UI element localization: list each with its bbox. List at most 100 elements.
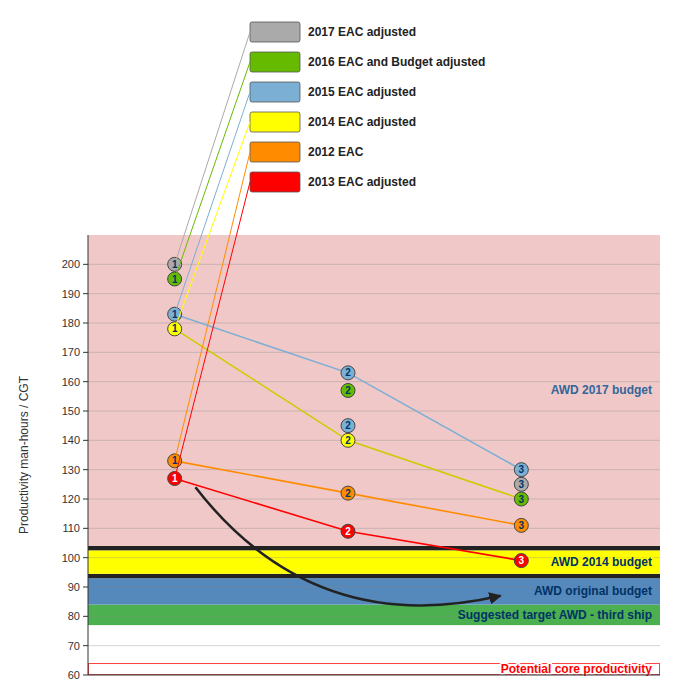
grid-line bbox=[88, 528, 660, 529]
series-line bbox=[175, 478, 522, 560]
legend: 2017 EAC adjusted 2016 EAC and Budget adj… bbox=[250, 22, 485, 192]
y-tick bbox=[83, 645, 88, 646]
y-tick bbox=[83, 440, 88, 441]
point-label: 2 bbox=[345, 420, 351, 431]
point bbox=[341, 433, 355, 447]
y-tick-label: 80 bbox=[68, 610, 80, 622]
band-label: Suggested target AWD - third ship bbox=[458, 608, 652, 622]
point bbox=[341, 419, 355, 433]
legend-connector bbox=[175, 62, 250, 279]
point-label: 1 bbox=[172, 473, 178, 484]
y-axis-line bbox=[88, 235, 89, 675]
series-line bbox=[175, 314, 522, 469]
band bbox=[88, 605, 660, 626]
y-tick-label: 120 bbox=[62, 493, 80, 505]
chart: 2017 EAC adjusted 2016 EAC and Budget adj… bbox=[0, 0, 680, 700]
point-label: 3 bbox=[519, 479, 525, 490]
point bbox=[341, 383, 355, 397]
y-tick-label: 70 bbox=[68, 640, 80, 652]
y-tick bbox=[83, 675, 88, 676]
y-tick-label: 160 bbox=[62, 376, 80, 388]
y-tick-label: 140 bbox=[62, 434, 80, 446]
legend-connector bbox=[175, 32, 250, 264]
point-label: 1 bbox=[172, 274, 178, 285]
legend-swatch bbox=[250, 52, 300, 72]
plot-area bbox=[88, 235, 660, 675]
grid-line bbox=[88, 645, 660, 646]
legend-swatch bbox=[250, 112, 300, 132]
band-labels: Potential core productivity Suggested tar… bbox=[458, 383, 653, 676]
band-label: Potential core productivity bbox=[501, 662, 653, 676]
x-axis-line bbox=[88, 675, 660, 676]
legend-label: 2014 EAC adjusted bbox=[308, 115, 416, 129]
legend-swatch bbox=[250, 22, 300, 42]
point bbox=[341, 366, 355, 380]
point bbox=[168, 272, 182, 286]
legend-swatch bbox=[250, 82, 300, 102]
y-tick bbox=[83, 352, 88, 353]
grid-line bbox=[88, 352, 660, 353]
legend-swatch bbox=[250, 172, 300, 192]
band bbox=[88, 546, 660, 550]
y-tick bbox=[83, 587, 88, 588]
y-tick bbox=[83, 557, 88, 558]
legend-connectors bbox=[175, 32, 250, 478]
legend-label: 2012 EAC bbox=[308, 145, 364, 159]
y-tick-label: 130 bbox=[62, 464, 80, 476]
y-tick bbox=[83, 616, 88, 617]
arrow bbox=[195, 487, 500, 605]
band-label: AWD original budget bbox=[534, 584, 652, 598]
y-tick bbox=[83, 528, 88, 529]
band bbox=[88, 625, 660, 663]
point-label: 2 bbox=[345, 488, 351, 499]
legend-label: 2013 EAC adjusted bbox=[308, 175, 416, 189]
grid-line bbox=[88, 675, 660, 676]
point-label: 2 bbox=[345, 385, 351, 396]
point-label: 3 bbox=[519, 555, 525, 566]
legend-connector bbox=[175, 92, 250, 314]
point-label: 1 bbox=[172, 309, 178, 320]
y-tick bbox=[83, 323, 88, 324]
y-tick bbox=[83, 381, 88, 382]
point bbox=[514, 492, 528, 506]
legend-swatch bbox=[250, 142, 300, 162]
point-label: 1 bbox=[172, 455, 178, 466]
point-label: 1 bbox=[172, 259, 178, 270]
grid-line bbox=[88, 411, 660, 412]
legend-label: 2017 EAC adjusted bbox=[308, 25, 416, 39]
y-tick-label: 100 bbox=[62, 552, 80, 564]
series-line bbox=[175, 461, 522, 526]
series-line bbox=[175, 329, 522, 499]
band bbox=[88, 574, 660, 578]
point-label: 2 bbox=[345, 526, 351, 537]
point-label: 1 bbox=[172, 323, 178, 334]
axes: 6070809010011012013014015016017018019020… bbox=[17, 235, 660, 681]
grid-line bbox=[88, 293, 660, 294]
band bbox=[88, 235, 660, 546]
point-labels: 13123122312123123 bbox=[172, 259, 525, 566]
y-tick-label: 190 bbox=[62, 288, 80, 300]
y-tick bbox=[83, 264, 88, 265]
grid-line bbox=[88, 440, 660, 441]
y-tick bbox=[83, 469, 88, 470]
points bbox=[168, 257, 529, 567]
y-tick bbox=[83, 293, 88, 294]
y-tick-label: 90 bbox=[68, 581, 80, 593]
y-tick bbox=[83, 411, 88, 412]
point bbox=[341, 524, 355, 538]
y-tick-label: 60 bbox=[68, 669, 80, 681]
band bbox=[88, 550, 660, 573]
legend-label: 2015 EAC adjusted bbox=[308, 85, 416, 99]
point-label: 2 bbox=[345, 435, 351, 446]
point bbox=[514, 554, 528, 568]
point bbox=[168, 322, 182, 336]
legend-connector bbox=[175, 182, 250, 478]
y-tick-label: 110 bbox=[62, 522, 80, 534]
point-label: 3 bbox=[519, 494, 525, 505]
point-label: 3 bbox=[519, 520, 525, 531]
band-label: AWD 2014 budget bbox=[551, 555, 652, 569]
legend-label: 2016 EAC and Budget adjusted bbox=[308, 55, 485, 69]
point-label: 3 bbox=[519, 464, 525, 475]
y-tick-label: 150 bbox=[62, 405, 80, 417]
y-tick-label: 180 bbox=[62, 317, 80, 329]
